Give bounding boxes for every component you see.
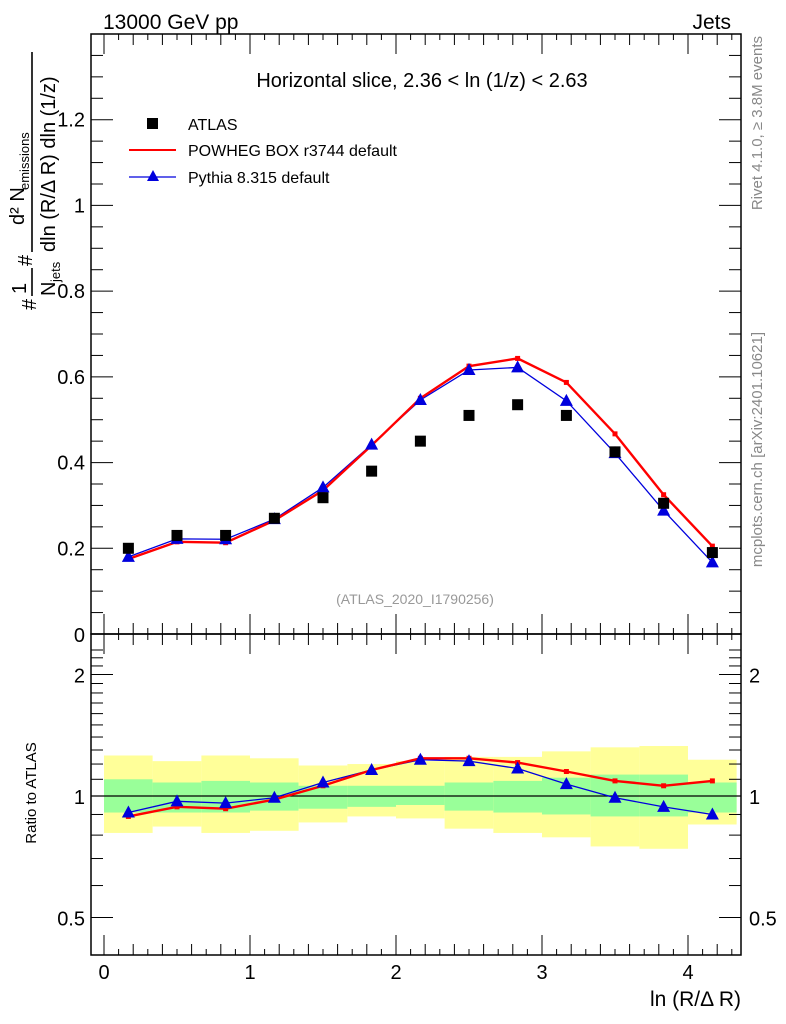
main-y-tick-label: 1 xyxy=(74,195,85,217)
ratio-powheg-point xyxy=(661,783,667,789)
legend-pythia-label: Pythia 8.315 default xyxy=(188,170,330,187)
powheg-line xyxy=(127,357,714,561)
y-label-frac1-num: 1 xyxy=(9,283,31,294)
powheg-point xyxy=(515,355,521,361)
ratio-inner-band xyxy=(493,780,542,813)
legend-atlas-label: ATLAS xyxy=(188,117,238,134)
ratio-pythia-point xyxy=(511,761,525,774)
ratio-pythia-point xyxy=(267,790,281,803)
main-y-tick-label: 0.6 xyxy=(57,367,85,389)
ratio-y-axis-label: Ratio to ATLAS xyxy=(23,742,40,843)
main-y-tick-label-zero: 0 xyxy=(74,625,85,647)
legend-pythia-marker xyxy=(147,170,159,181)
y-label-hash-2: # xyxy=(15,254,37,266)
powheg-point xyxy=(612,431,618,437)
y-label-hash-1: # xyxy=(19,298,41,310)
ratio-pythia-point xyxy=(365,762,379,775)
atlas-point xyxy=(317,492,329,504)
x-tick-label: 0 xyxy=(98,962,109,984)
ratio-powheg-point xyxy=(563,769,569,775)
atlas-point xyxy=(658,497,670,509)
pythia-point xyxy=(462,363,476,375)
pythia-point xyxy=(705,555,719,568)
atlas-point xyxy=(171,529,183,541)
powheg-point xyxy=(661,492,667,498)
ratio-y-tick-label-right: 1 xyxy=(749,787,760,809)
atlas-point xyxy=(220,529,232,541)
main-y-tick-label: 0.4 xyxy=(57,453,85,475)
pythia-point xyxy=(365,437,379,450)
atlas-point xyxy=(609,446,621,458)
legend-powheg-label: POWHEG BOX r3744 default xyxy=(188,143,398,160)
atlas-point xyxy=(463,409,475,421)
ratio-inner-band xyxy=(688,782,737,813)
ratio-pythia-point xyxy=(608,790,622,803)
ratio-y-tick-label: 1 xyxy=(74,787,85,809)
atlas-point xyxy=(512,399,524,411)
legend-atlas-marker xyxy=(147,118,158,129)
atlas-point xyxy=(414,435,426,447)
x-tick-label: 2 xyxy=(390,962,401,984)
atlas-point xyxy=(560,409,572,421)
pythia-point xyxy=(413,393,427,405)
y-label-frac2-num: d² N xyxy=(7,187,29,225)
ratio-pythia-point xyxy=(316,775,330,788)
pythia-point xyxy=(657,503,671,516)
ratio-pythia-point xyxy=(413,752,427,765)
mcplots-label: mcplots.cern.ch [arXiv:2401.10621] xyxy=(749,332,766,567)
x-tick-label: 1 xyxy=(244,962,255,984)
rivet-version-label: Rivet 4.1.0, ≥ 3.8M events xyxy=(749,36,766,210)
plot-title: Horizontal slice, 2.36 < ln (1/z) < 2.63 xyxy=(256,70,587,92)
y-label-frac1-den-sub: jets xyxy=(48,261,63,283)
ratio-data-marks xyxy=(121,752,719,820)
main-y-axis-label: # 1 N jets # d² N emissions dln (R/Δ R) … xyxy=(7,52,63,310)
main-y-tick-label: 0.8 xyxy=(57,281,85,303)
ratio-pythia-point xyxy=(219,796,233,809)
pythia-point xyxy=(559,393,573,406)
atlas-point xyxy=(122,542,134,554)
ratio-powheg-point xyxy=(223,806,229,812)
ratio-pythia-point xyxy=(657,799,671,812)
ratio-powheg-point xyxy=(174,804,180,810)
main-plot-frame: 0.2 0.4 0.6 0.8 1 1.2 0 xyxy=(57,33,742,647)
ratio-frame-border xyxy=(90,633,742,956)
ratio-pythia-point xyxy=(462,754,476,767)
powheg-point xyxy=(563,379,569,385)
pythia-point xyxy=(511,360,525,373)
ratio-pythia-point xyxy=(705,807,719,820)
ratio-inner-band xyxy=(298,785,348,809)
atlas-point xyxy=(706,547,718,559)
atlas-point xyxy=(268,512,280,524)
ratio-y-tick-label-right: 2 xyxy=(749,666,760,688)
ratio-y-tick-label: 2 xyxy=(74,666,85,688)
legend: ATLAS POWHEG BOX r3744 default Pythia 8.… xyxy=(129,117,398,187)
y-label-frac2-den: dln (R/Δ R) dln (1/z) xyxy=(38,76,60,252)
x-tick-label: 3 xyxy=(536,962,547,984)
ratio-y-tick-label-right: 0.5 xyxy=(749,909,777,931)
powheg-point xyxy=(709,543,715,549)
x-tick-label: 4 xyxy=(682,962,693,984)
pythia-point xyxy=(316,480,330,493)
y-label-frac2-num-sub: emissions xyxy=(17,132,32,190)
main-y-tick-label: 1.2 xyxy=(57,110,85,132)
header-right-label: Jets xyxy=(692,11,731,34)
pythia-point xyxy=(121,549,135,562)
ratio-pythia-point xyxy=(559,777,573,790)
ratio-powheg-point xyxy=(709,778,715,784)
ratio-pythia-point xyxy=(121,805,135,818)
y-label-frac1-den: N xyxy=(38,282,60,296)
ratio-y-tick-label: 0.5 xyxy=(57,909,85,931)
atlas-point xyxy=(366,465,378,477)
analysis-watermark: (ATLAS_2020_I1790256) xyxy=(336,591,494,607)
main-y-tick-label: 0.2 xyxy=(57,538,85,560)
ratio-plot-frame: 0.5 0.5 1 1 2 2 0 1 2 3 4 xyxy=(57,633,777,984)
ratio-pythia-point xyxy=(170,794,184,807)
header-left-label: 13000 GeV pp xyxy=(103,11,238,34)
x-axis-label: ln (R/Δ R) xyxy=(650,988,741,1011)
ratio-powheg-point xyxy=(612,778,618,784)
main-data-marks xyxy=(121,355,719,568)
